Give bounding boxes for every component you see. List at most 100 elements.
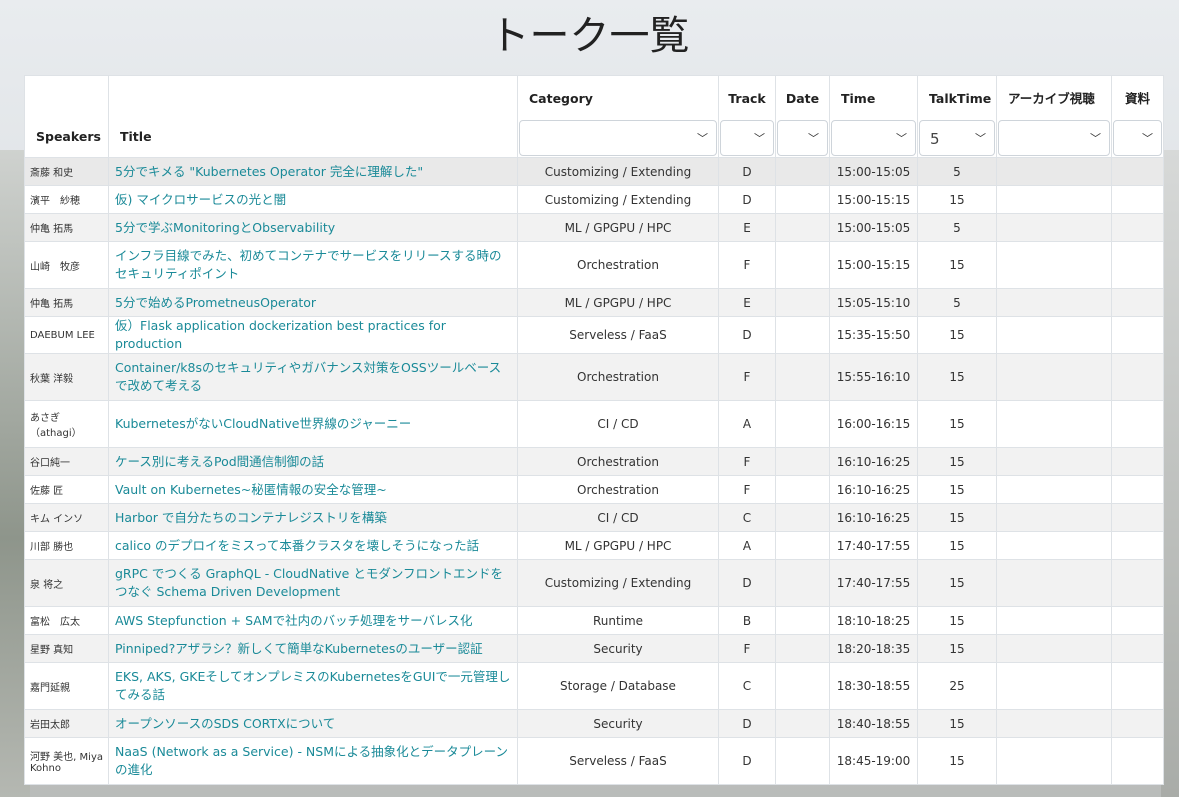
talktime-cell: 15 [917,559,997,607]
archive-cell [996,213,1112,242]
title-link[interactable]: Vault on Kubernetes~秘匿情報の安全な管理~ [108,475,518,504]
talktime-cell: 15 [917,241,997,289]
archive-cell [996,503,1112,532]
speaker-cell: 谷口純一 [24,447,109,476]
time-cell: 16:10-16:25 [829,447,918,476]
table-row: 仲亀 拓馬 5分で学ぶMonitoringとObservability ML / G… [24,213,1164,242]
speaker-cell: キム インソ [24,503,109,532]
title-link[interactable]: EKS, AKS, GKEそしてオンプレミスのKubernetesをGUIで一元… [108,662,518,710]
archive-filter[interactable]: ﹀ [998,120,1110,156]
materials-cell [1111,709,1164,738]
materials-cell [1111,447,1164,476]
track-cell: E [718,213,776,242]
archive-cell [996,709,1112,738]
archive-cell [996,475,1112,504]
title-link[interactable]: KubernetesがないCloudNative世界線のジャーニー [108,400,518,448]
category-cell: Customizing / Extending [517,157,719,186]
time-cell: 16:10-16:25 [829,503,918,532]
title-link[interactable]: ケース別に考えるPod間通信制御の話 [108,447,518,476]
talktime-cell: 15 [917,606,997,635]
track-cell: F [718,475,776,504]
category-cell: Security [517,709,719,738]
title-link[interactable]: NaaS (Network as a Service) - NSMによる抽象化と… [108,737,518,785]
talktime-cell: 15 [917,709,997,738]
materials-filter[interactable]: ﹀ [1113,120,1162,156]
talktime-cell: 15 [917,353,997,401]
title-link[interactable]: Container/k8sのセキュリティやガバナンス対策をOSSツールベースで改… [108,353,518,401]
title-link[interactable]: オープンソースのSDS CORTXについて [108,709,518,738]
archive-cell [996,157,1112,186]
table-row: 斎藤 和史 5分でキメる "Kubernetes Operator 完全に理解した… [24,157,1164,186]
talktime-cell: 15 [917,185,997,214]
time-cell: 16:00-16:15 [829,400,918,448]
talktime-cell: 15 [917,316,997,354]
header-speakers: Speakers [24,75,109,158]
date-filter[interactable]: ﹀ [777,120,828,156]
date-cell [775,634,830,663]
title-link[interactable]: インフラ目線でみた、初めてコンテナでサービスをリリースする時のセキュリティポイン… [108,241,518,289]
table-row: 谷口純一 ケース別に考えるPod間通信制御の話 Orchestration F 16:1… [24,447,1164,476]
chevron-down-icon: ﹀ [754,132,765,145]
track-filter[interactable]: ﹀ [720,120,774,156]
talktime-cell: 15 [917,447,997,476]
table-row: 山崎 牧彦 インフラ目線でみた、初めてコンテナでサービスをリリースする時のセキュリ… [24,241,1164,289]
header-date: Date ﹀ [775,75,830,158]
talktime-cell: 5 [917,213,997,242]
speaker-cell: 嘉門延親 [24,662,109,710]
chevron-down-icon: ﹀ [896,132,907,145]
background-right [1161,150,1179,797]
time-cell: 15:00-15:15 [829,241,918,289]
archive-cell [996,559,1112,607]
time-cell: 15:00-15:15 [829,185,918,214]
date-cell [775,157,830,186]
category-filter[interactable]: ﹀ [519,120,717,156]
page-title: トーク一覧 [489,13,690,59]
title-link[interactable]: 仮）Flask application dockerization best p… [108,316,518,354]
table-row: あさぎ（athagi） KubernetesがないCloudNative世界線のジ… [24,400,1164,448]
archive-cell [996,353,1112,401]
title-link[interactable]: AWS Stepfunction + SAMで社内のバッチ処理をサーバレス化 [108,606,518,635]
category-cell: Orchestration [517,447,719,476]
header-title: Title [108,75,518,158]
title-link[interactable]: 5分でキメる "Kubernetes Operator 完全に理解した" [108,157,518,186]
time-cell: 15:05-15:10 [829,288,918,317]
speaker-cell: 斎藤 和史 [24,157,109,186]
date-cell [775,503,830,532]
date-cell [775,662,830,710]
track-cell: D [718,709,776,738]
header-label: Date [785,91,820,106]
materials-cell [1111,503,1164,532]
title-link[interactable]: 仮) マイクロサービスの光と闇 [108,185,518,214]
category-cell: Orchestration [517,475,719,504]
time-cell: 18:10-18:25 [829,606,918,635]
talktime-filter[interactable]: 5 ﹀ [919,120,995,156]
date-cell [775,531,830,560]
speaker-cell: 星野 真知 [24,634,109,663]
date-cell [775,447,830,476]
table-row: 仲亀 拓馬 5分で始めるPrometneusOperator ML / GPGPU … [24,288,1164,317]
materials-cell [1111,288,1164,317]
header-archive: アーカイブ視聴 ﹀ [996,75,1112,158]
title-link[interactable]: Pinniped?アザラシ？新しくて簡単なKubernetesのユーザー認証 [108,634,518,663]
category-cell: Orchestration [517,353,719,401]
chevron-down-icon: ﹀ [1090,132,1101,145]
archive-cell [996,241,1112,289]
track-cell: F [718,634,776,663]
materials-cell [1111,475,1164,504]
title-link[interactable]: 5分で学ぶMonitoringとObservability [108,213,518,242]
date-cell [775,709,830,738]
title-link[interactable]: gRPC でつくる GraphQL - CloudNative とモダンフロント… [108,559,518,607]
category-cell: CI / CD [517,503,719,532]
materials-cell [1111,185,1164,214]
chevron-down-icon: ﹀ [975,132,986,145]
title-link[interactable]: calico のデプロイをミスって本番クラスタを壊しそうになった話 [108,531,518,560]
title-link[interactable]: 5分で始めるPrometneusOperator [108,288,518,317]
materials-cell [1111,241,1164,289]
track-cell: F [718,353,776,401]
title-link[interactable]: Harbor で自分たちのコンテナレジストリを構築 [108,503,518,532]
header-time: Time ﹀ [829,75,918,158]
header-category: Category ﹀ [517,75,719,158]
time-cell: 16:10-16:25 [829,475,918,504]
track-cell: A [718,400,776,448]
time-filter[interactable]: ﹀ [831,120,916,156]
